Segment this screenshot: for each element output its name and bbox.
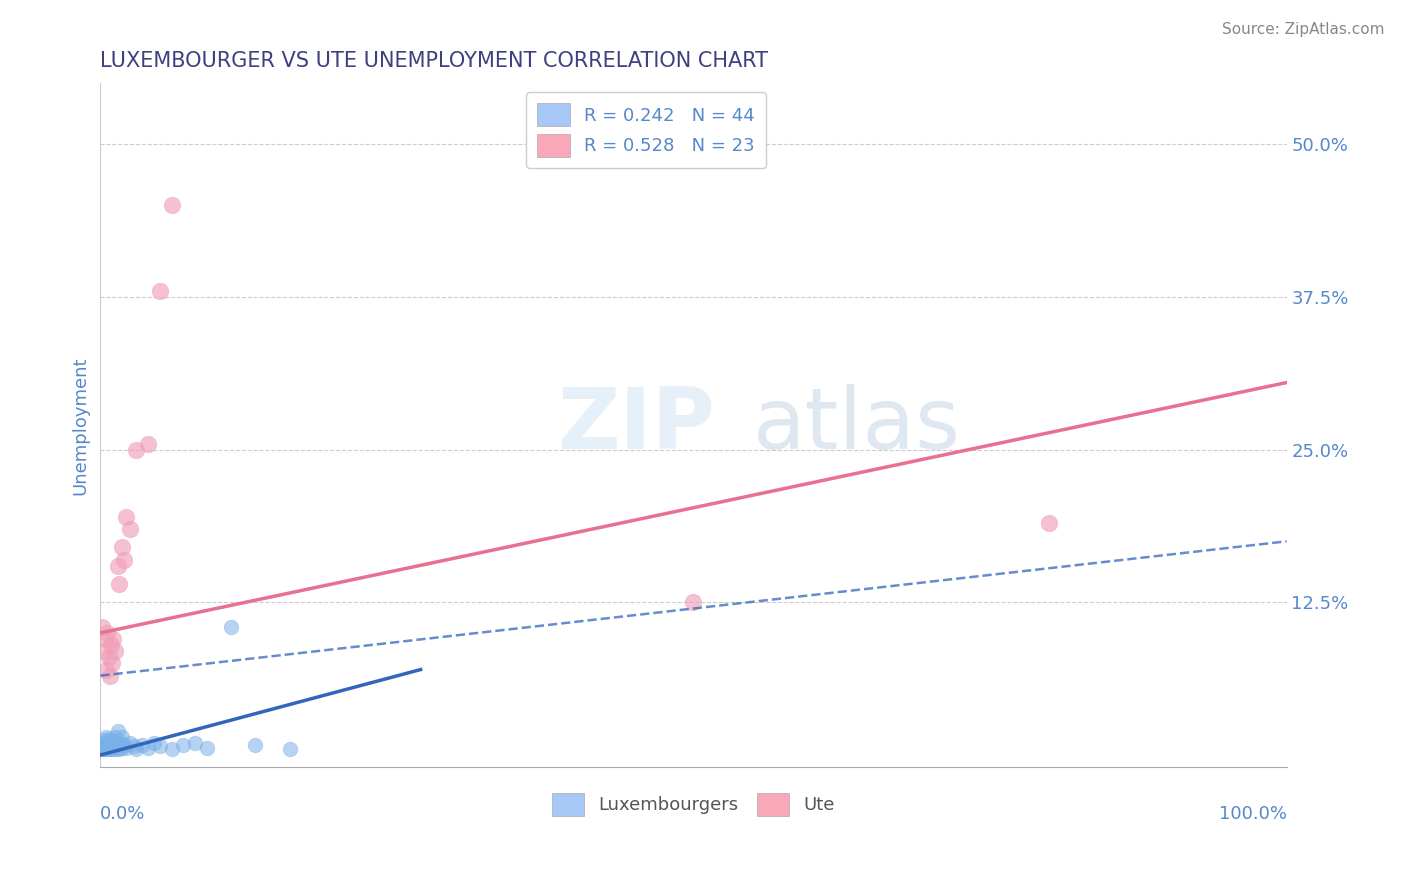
Point [107, 558, 129, 573]
Point [103, 730, 125, 744]
Point [142, 736, 165, 750]
Point [104, 742, 127, 756]
Point [96, 739, 118, 754]
Point [98, 742, 121, 756]
Point [101, 733, 124, 747]
Point [105, 737, 128, 751]
Point [112, 552, 135, 566]
Point [118, 736, 141, 750]
Point [97, 740, 120, 755]
Point [98, 668, 121, 682]
Text: 100.0%: 100.0% [1219, 805, 1286, 823]
Point [111, 541, 134, 555]
Point [94, 736, 117, 750]
Point [110, 736, 132, 750]
Point [184, 736, 207, 750]
Point [107, 723, 129, 738]
Point [103, 644, 125, 658]
Point [94, 742, 117, 756]
Point [96, 730, 118, 744]
Point [278, 742, 301, 756]
Point [98, 736, 121, 750]
Text: Source: ZipAtlas.com: Source: ZipAtlas.com [1222, 22, 1385, 37]
Point [111, 740, 134, 755]
Point [93, 733, 115, 747]
Text: ZIP: ZIP [557, 384, 714, 467]
Point [136, 740, 159, 755]
Text: LUXEMBOURGER VS UTE UNEMPLOYMENT CORRELATION CHART: LUXEMBOURGER VS UTE UNEMPLOYMENT CORRELA… [100, 51, 768, 70]
Point [91, 739, 114, 753]
Point [131, 739, 153, 753]
Point [125, 742, 148, 756]
Point [243, 739, 266, 753]
Point [100, 739, 122, 754]
Point [122, 739, 145, 754]
Point [111, 730, 134, 744]
Point [97, 732, 120, 747]
Point [160, 742, 183, 756]
Point [115, 740, 138, 755]
Point [96, 742, 118, 756]
Point [103, 740, 125, 755]
Point [103, 632, 125, 646]
Point [219, 620, 242, 634]
Point [101, 657, 124, 671]
Y-axis label: Unemployment: Unemployment [72, 356, 89, 494]
Point [93, 644, 115, 658]
Point [96, 626, 118, 640]
Point [125, 442, 148, 457]
Point [160, 198, 183, 212]
Point [118, 522, 141, 536]
Legend: Luxembourgers, Ute: Luxembourgers, Ute [544, 786, 842, 823]
Point [1038, 516, 1060, 530]
Point [90, 742, 112, 756]
Point [149, 284, 172, 298]
Point [108, 742, 131, 756]
Point [107, 739, 129, 754]
Point [149, 739, 172, 754]
Point [96, 737, 118, 751]
Point [100, 638, 122, 652]
Point [96, 663, 118, 677]
Text: atlas: atlas [752, 384, 960, 467]
Point [97, 650, 120, 665]
Point [90, 620, 112, 634]
Point [103, 739, 125, 753]
Point [94, 632, 117, 646]
Point [682, 595, 704, 609]
Text: 0.0%: 0.0% [100, 805, 146, 823]
Point [101, 742, 124, 756]
Point [172, 739, 194, 753]
Point [115, 509, 138, 524]
Point [112, 739, 135, 753]
Point [195, 740, 218, 755]
Point [93, 740, 115, 755]
Point [108, 577, 131, 591]
Point [136, 436, 159, 450]
